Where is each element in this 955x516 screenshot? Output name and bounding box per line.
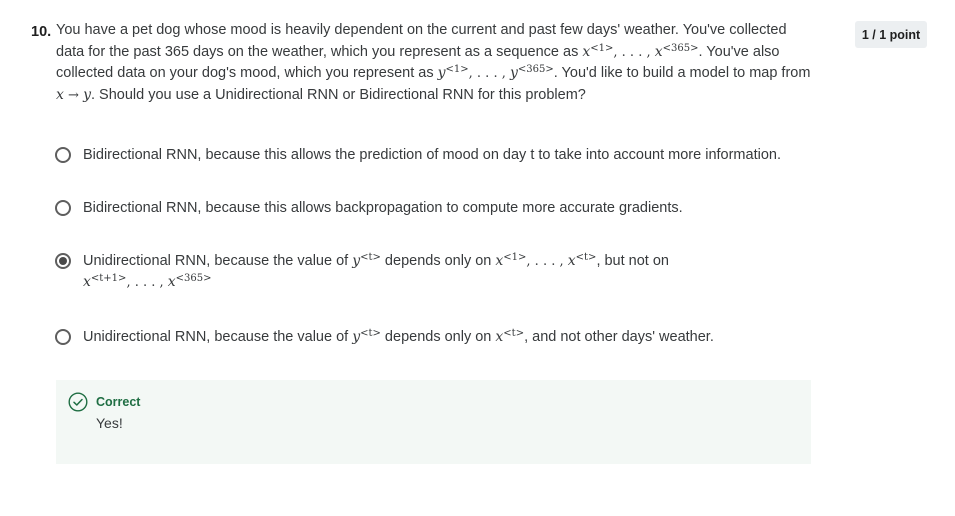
option-label: Bidirectional RNN, because this allows b… xyxy=(83,200,683,216)
option-label: Bidirectional RNN, because this allows t… xyxy=(83,147,781,163)
radio-button[interactable] xyxy=(55,329,71,345)
option-label: Unidirectional RNN, because the value of… xyxy=(83,328,714,346)
radio-button[interactable] xyxy=(55,147,71,163)
feedback-message: Yes! xyxy=(96,415,123,431)
question-number: 10. xyxy=(31,24,52,40)
points-badge: 1 / 1 point xyxy=(855,21,927,48)
answer-option-3[interactable]: Unidirectional RNN, because the value of… xyxy=(55,251,755,293)
option-label: Unidirectional RNN, because the value of… xyxy=(83,252,669,291)
check-circle-icon xyxy=(68,392,88,412)
answer-option-2[interactable]: Bidirectional RNN, because this allows b… xyxy=(55,198,683,219)
radio-button[interactable] xyxy=(55,200,71,216)
question-text: You have a pet dog whose mood is heavily… xyxy=(56,22,811,103)
answer-option-1[interactable]: Bidirectional RNN, because this allows t… xyxy=(55,145,781,166)
feedback-title: Correct xyxy=(96,395,141,409)
feedback-panel: Correct Yes! xyxy=(56,380,811,464)
radio-button-selected[interactable] xyxy=(55,253,71,269)
answer-option-4[interactable]: Unidirectional RNN, because the value of… xyxy=(55,327,714,348)
